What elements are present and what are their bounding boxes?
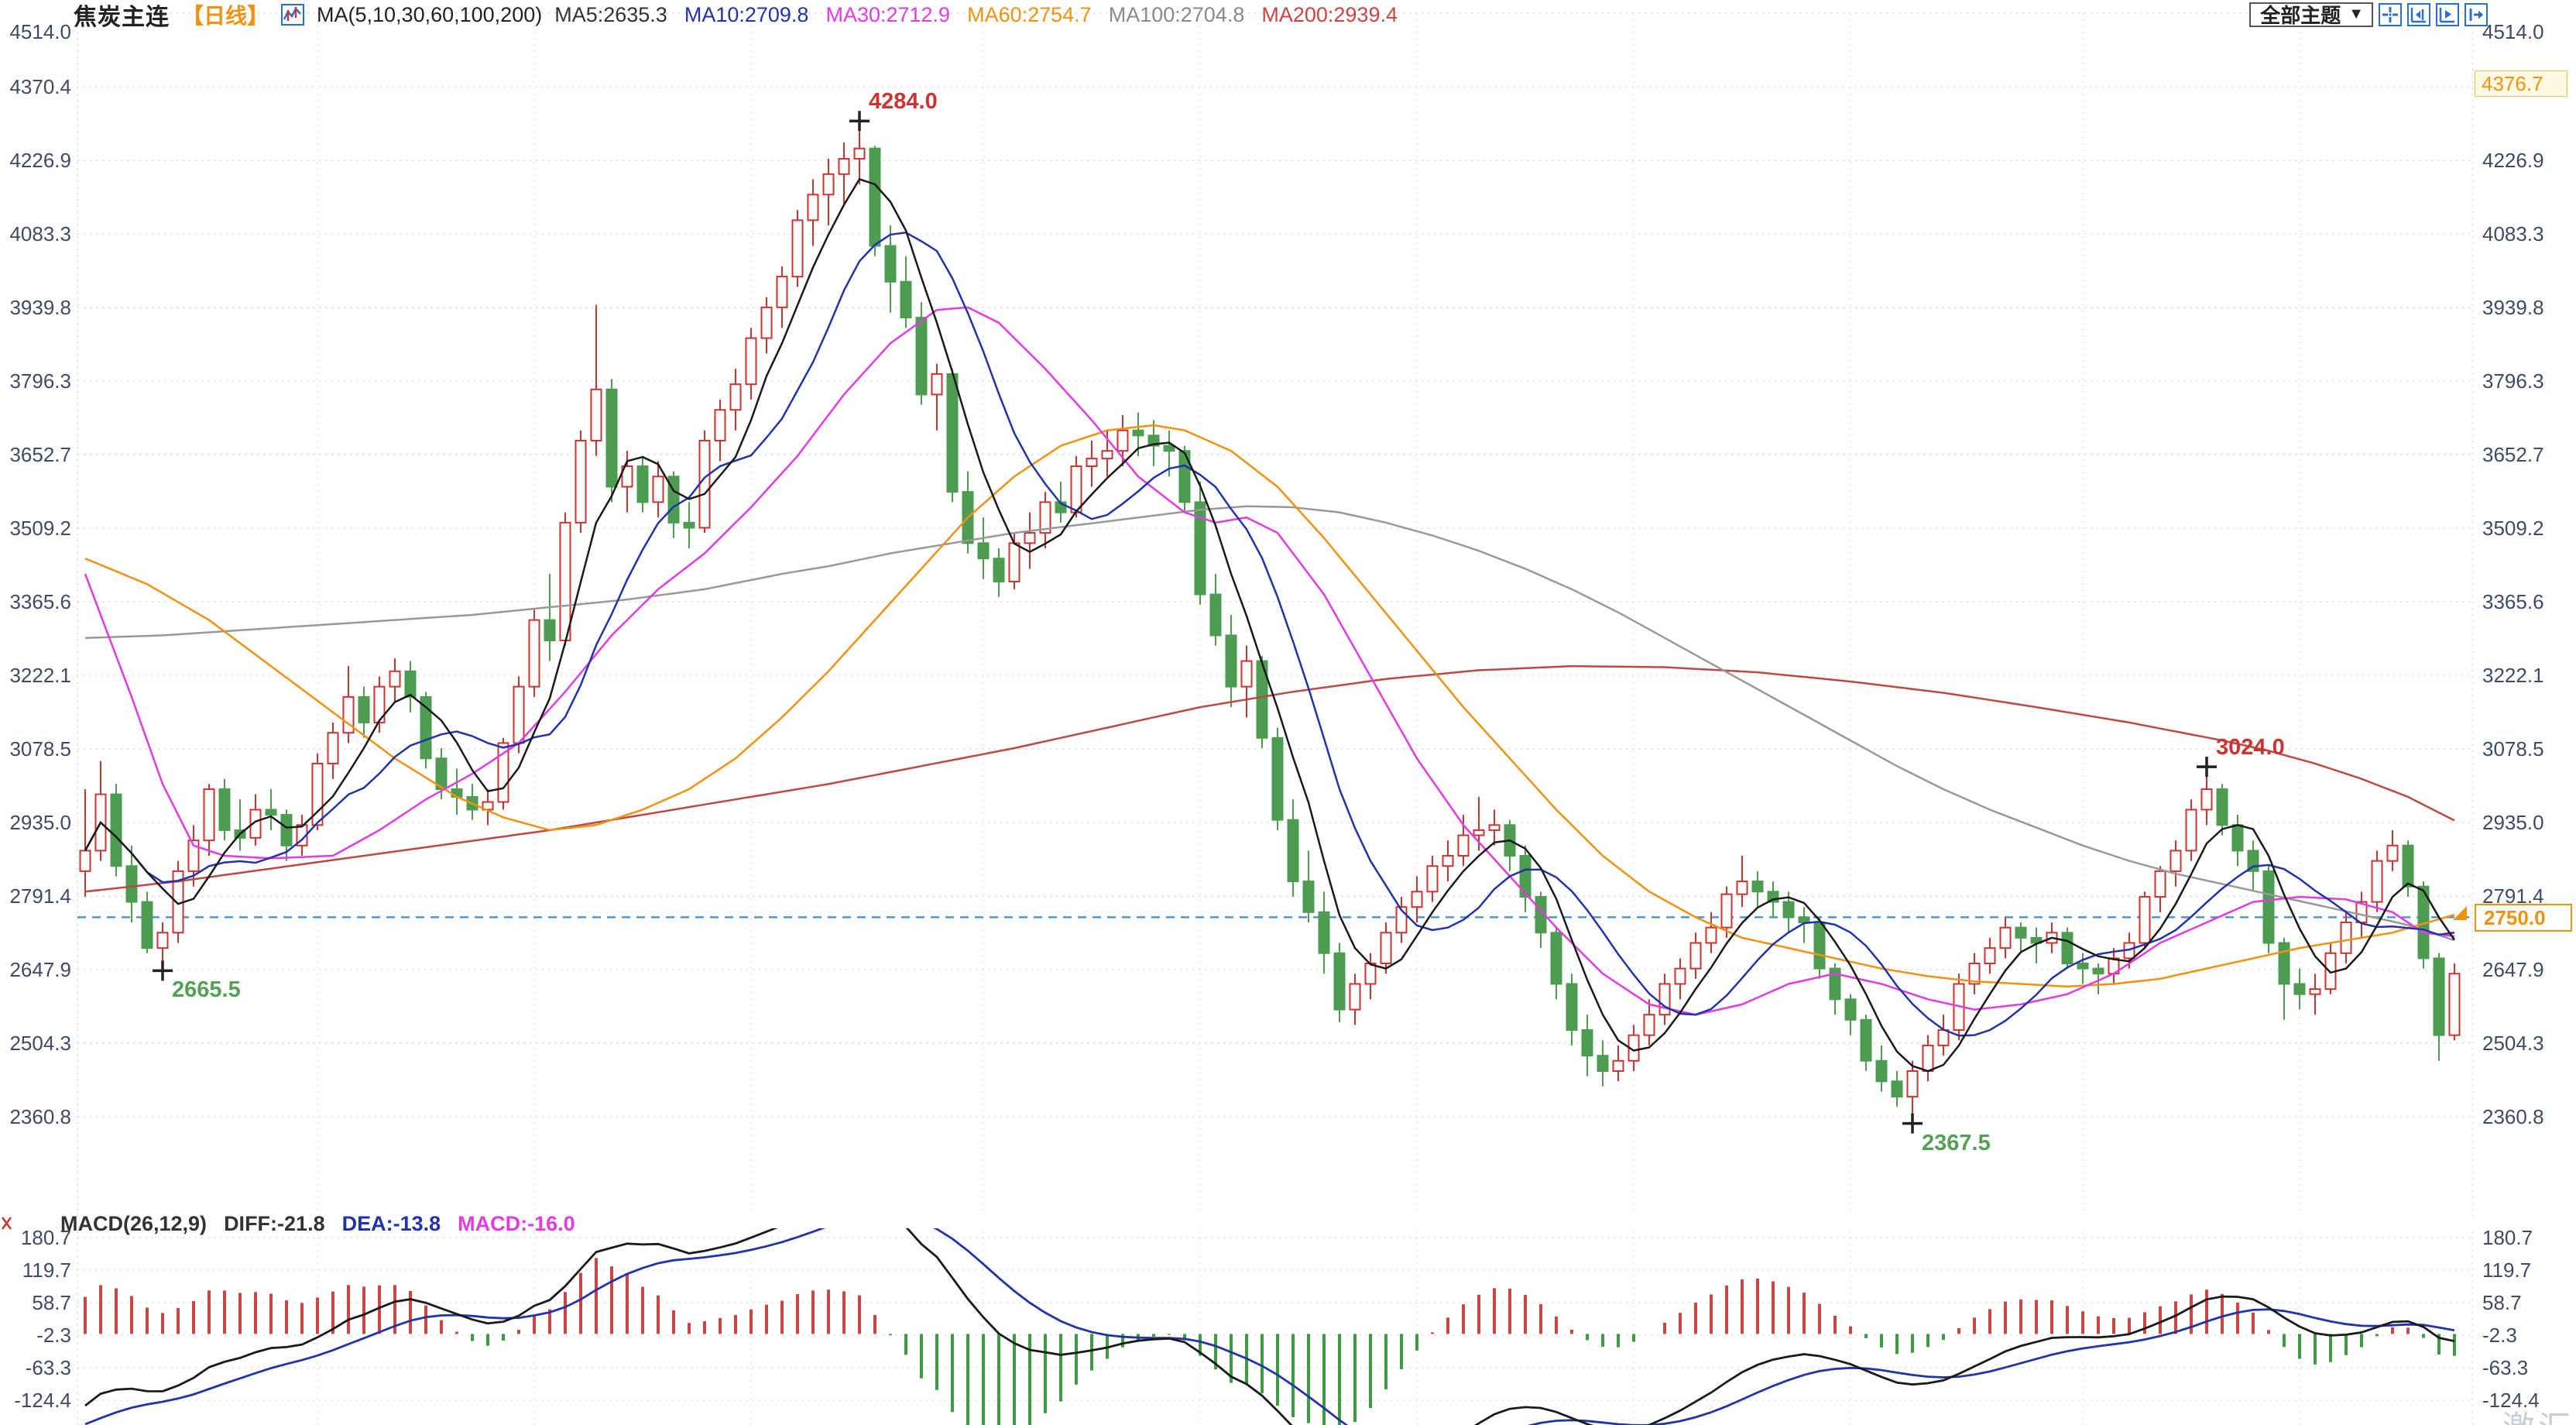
- y-axis-label-right: 2647.9: [2482, 958, 2544, 981]
- macd-macd-value: MACD:-16.0: [458, 1211, 575, 1235]
- y-axis-label-left: 3509.2: [9, 516, 71, 540]
- macd-axis-label-right: -2.3: [2482, 1323, 2517, 1347]
- ma-values: MA5:2635.3 MA10:2709.8 MA30:2712.9 MA60:275…: [554, 3, 1398, 27]
- y-axis-label-right: 3365.6: [2482, 590, 2544, 614]
- play-forward-button[interactable]: [2436, 3, 2459, 26]
- extreme-marker: [1902, 1113, 1923, 1134]
- macd-axis-label-left: 119.7: [22, 1258, 71, 1282]
- pane-divider-marker[interactable]: [1, 1217, 12, 1230]
- y-axis-label-left: 3222.1: [9, 663, 71, 687]
- macd-axis-label-right: 119.7: [2482, 1258, 2532, 1282]
- annotation-2665.5: 2665.5: [172, 977, 241, 1003]
- macd-panel[interactable]: [77, 1197, 2473, 1425]
- y-axis-label-right: 2791.4: [2482, 884, 2544, 908]
- macd-axis-label-left: -63.3: [25, 1355, 71, 1379]
- price-tag-2750.0: 2750.0: [2475, 904, 2572, 932]
- ma-value-label: MA10:2709.8: [684, 2, 809, 26]
- macd-axis-label-right: -124.4: [2482, 1389, 2540, 1413]
- y-axis-label-right: 3796.3: [2482, 369, 2544, 393]
- ma100-line: [84, 505, 2455, 942]
- y-axis-label-right: 3509.2: [2482, 516, 2544, 540]
- ma-value-label: MA60:2754.7: [967, 2, 1092, 26]
- y-axis-label-left: 2360.8: [9, 1105, 71, 1128]
- ma-value-label: MA100:2704.8: [1108, 2, 1245, 26]
- annotation-2367.5: 2367.5: [1922, 1130, 1991, 1155]
- period-label[interactable]: 【日线】: [182, 4, 269, 28]
- y-axis-label-left: 3939.8: [9, 296, 71, 319]
- y-axis-label-right: 3939.8: [2482, 296, 2544, 319]
- ma10-line: [84, 232, 2455, 1037]
- y-axis-label-left: 3365.6: [9, 590, 71, 614]
- toolbar: 全部主题 ▼: [2249, 2, 2488, 27]
- ma30-line: [84, 306, 2455, 1016]
- extreme-marker: [153, 960, 173, 981]
- price-arrow-icon: [2453, 906, 2467, 920]
- annotation-3024.0: 3024.0: [2216, 735, 2285, 761]
- y-axis-label-left: 4226.9: [9, 149, 71, 172]
- y-axis-label-right: 2935.0: [2482, 810, 2544, 834]
- y-axis-label-left: 4083.3: [9, 222, 71, 246]
- theme-dropdown[interactable]: 全部主题 ▼: [2249, 2, 2373, 27]
- extreme-marker: [849, 111, 870, 132]
- y-axis-label-left: 2935.0: [9, 810, 71, 834]
- main-gridlines: [77, 12, 2473, 1216]
- macd-dea-value: DEA:-13.8: [341, 1211, 441, 1235]
- y-axis-label-left: 2791.4: [9, 884, 71, 908]
- y-axis-label-right: 3222.1: [2482, 663, 2544, 687]
- y-axis-label-left: 3796.3: [9, 369, 71, 393]
- y-axis-label-right: 2504.3: [2482, 1032, 2544, 1056]
- ma-value-label: MA5:2635.3: [554, 2, 667, 26]
- macd-axis-label-left: 180.7: [20, 1226, 71, 1249]
- main-panel[interactable]: [77, 12, 2473, 1216]
- ma-value-label: MA200:2939.4: [1261, 2, 1398, 26]
- y-axis-label-right: 2360.8: [2482, 1105, 2544, 1128]
- annotation-4284.0: 4284.0: [869, 89, 938, 115]
- theme-dropdown-label: 全部主题: [2260, 4, 2341, 27]
- macd-histogram: [84, 1258, 2456, 1425]
- ma60-line: [84, 424, 2455, 988]
- y-axis-label-left: 4370.4: [9, 75, 71, 99]
- main-legend: 焦炭主连 【日线】 MA(5,10,30,60,100,200) MA5:263…: [74, 2, 1398, 31]
- y-axis-label-right: 4514.0: [2482, 20, 2544, 43]
- macd-axis-label-right: 58.7: [2482, 1290, 2522, 1314]
- ma-value-label: MA30:2712.9: [825, 2, 951, 26]
- price-tag-4376.7: 4376.7: [2475, 70, 2567, 97]
- y-axis-label-right: 3652.7: [2482, 443, 2544, 467]
- candles-layer: [79, 131, 2461, 1114]
- ma200-line: [84, 664, 2455, 893]
- symbol-title: 焦炭主连: [74, 5, 170, 30]
- macd-axis-label-left: -124.4: [14, 1389, 71, 1413]
- y-axis-label-left: 3078.5: [9, 737, 71, 761]
- crosshair-tool-button[interactable]: [2379, 3, 2402, 26]
- macd-axis-label-right: 180.7: [2482, 1226, 2533, 1249]
- y-axis-label-right: 3078.5: [2482, 737, 2544, 761]
- y-axis-label-left: 2504.3: [9, 1032, 71, 1056]
- y-axis-label-right: 4226.9: [2482, 149, 2544, 172]
- extreme-marker: [2197, 757, 2217, 778]
- y-axis-label-left: 4514.0: [9, 20, 71, 43]
- watermark: 激汇: [2502, 1402, 2574, 1425]
- macd-diff-value: DIFF:-21.8: [224, 1211, 325, 1235]
- dea-line: [84, 1228, 2455, 1425]
- y-axis-label-left: 3652.7: [9, 443, 71, 467]
- region-zoom-button[interactable]: [2407, 3, 2430, 26]
- ma5-line: [84, 177, 2456, 1073]
- exit-pane-button[interactable]: [2465, 3, 2488, 26]
- macd-axis-label-left: 58.7: [32, 1290, 71, 1314]
- diff-line: [84, 1228, 2455, 1425]
- y-axis-label-left: 2647.9: [9, 958, 71, 981]
- macd-axis-label-left: -2.3: [36, 1323, 71, 1347]
- macd-axis-label-right: -63.3: [2482, 1355, 2529, 1379]
- macd-legend: MACD(26,12,9) DIFF:-21.8 DEA:-13.8 MACD:…: [60, 1210, 575, 1237]
- chevron-down-icon: ▼: [2348, 5, 2364, 22]
- y-axis-label-right: 4083.3: [2482, 222, 2544, 246]
- macd-params-label: MACD(26,12,9): [60, 1211, 208, 1235]
- ma-params-label: MA(5,10,30,60,100,200): [317, 2, 543, 26]
- indicator-icon[interactable]: [281, 4, 305, 26]
